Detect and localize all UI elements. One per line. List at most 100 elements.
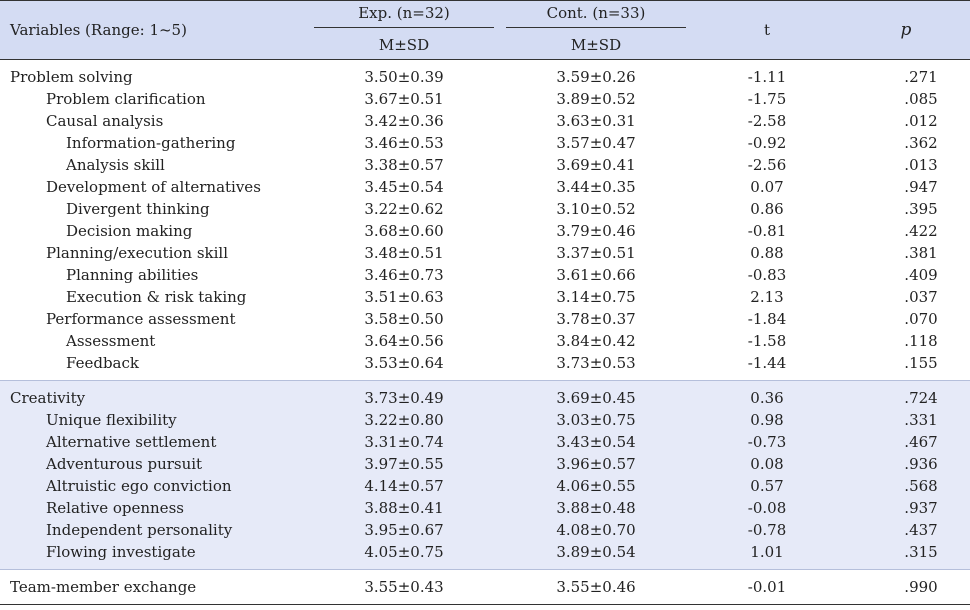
p-value: .070 <box>904 310 938 328</box>
t-value: 0.88 <box>750 244 784 262</box>
cont-value: 3.43±0.54 <box>556 433 636 451</box>
variable-name: Analysis skill <box>66 156 165 174</box>
t-value: 0.98 <box>750 411 784 429</box>
problem-solving-section: Problem solving 3.50±0.39 3.59±0.26 -1.11 .2… <box>0 60 970 381</box>
t-value: 0.57 <box>750 477 784 495</box>
exp-value: 3.22±0.62 <box>364 200 444 218</box>
team-member-section: Team-member exchange 3.55±0.43 3.55±0.46 -0… <box>0 569 970 605</box>
variable-name: Performance assessment <box>46 310 236 328</box>
exp-value: 4.05±0.75 <box>364 543 444 561</box>
table-row: Independent personality 3.95±0.67 4.08±0.7… <box>0 519 970 541</box>
p-value: .362 <box>904 134 938 152</box>
table-row: Assessment 3.64±0.56 3.84±0.42 -1.58 .118 <box>0 330 970 352</box>
p-value: .037 <box>904 288 938 306</box>
cont-value: 3.78±0.37 <box>556 310 636 328</box>
variable-name: Independent personality <box>46 521 233 539</box>
t-value: -0.83 <box>747 266 787 284</box>
table-row: Alternative settlement 3.31±0.74 3.43±0.54… <box>0 431 970 453</box>
cont-value: 3.89±0.52 <box>556 90 636 108</box>
t-value: 0.86 <box>750 200 784 218</box>
p-value: .331 <box>904 411 938 429</box>
variable-name: Information-gathering <box>66 134 236 152</box>
cont-value: 3.73±0.53 <box>556 354 636 372</box>
t-value: -1.58 <box>747 332 787 350</box>
exp-value: 3.46±0.73 <box>364 266 444 284</box>
p-value: .271 <box>904 68 938 86</box>
t-value: -0.01 <box>747 578 787 596</box>
table-row: Adventurous pursuit 3.97±0.55 3.96±0.57 0.0… <box>0 453 970 475</box>
variable-name: Planning abilities <box>66 266 199 284</box>
exp-value: 3.97±0.55 <box>364 455 444 473</box>
t-value: -0.92 <box>747 134 787 152</box>
variable-name: Altruistic ego conviction <box>46 477 232 495</box>
table-row: Analysis skill 3.38±0.57 3.69±0.41 -2.56 .01… <box>0 154 970 176</box>
table-row: Creativity 3.73±0.49 3.69±0.45 0.36 .724 <box>0 387 970 409</box>
exp-value: 3.53±0.64 <box>364 354 444 372</box>
exp-value: 3.22±0.80 <box>364 411 444 429</box>
variable-name: Problem solving <box>10 68 133 86</box>
variable-name: Planning/execution skill <box>46 244 229 262</box>
table-row: Causal analysis 3.42±0.36 3.63±0.31 -2.58 .0… <box>0 110 970 132</box>
cont-value: 3.57±0.47 <box>556 134 636 152</box>
cont-value: 3.69±0.45 <box>556 389 636 407</box>
table-row: Performance assessment 3.58±0.50 3.78±0.37… <box>0 308 970 330</box>
p-value: .155 <box>904 354 938 372</box>
creativity-section: Creativity 3.73±0.49 3.69±0.45 0.36 .724 Uniq… <box>0 380 970 570</box>
exp-value: 3.38±0.57 <box>364 156 444 174</box>
p-value: .118 <box>904 332 938 350</box>
exp-value: 3.67±0.51 <box>364 90 444 108</box>
t-value: 0.36 <box>750 389 784 407</box>
cont-group-header: Cont. (n=33) <box>500 1 692 32</box>
variable-name: Divergent thinking <box>66 200 210 218</box>
exp-value: 3.68±0.60 <box>364 222 444 240</box>
cont-msd-header: M±SD <box>570 36 622 54</box>
exp-value: 3.48±0.51 <box>364 244 444 262</box>
cont-value: 3.89±0.54 <box>556 543 636 561</box>
p-value: .947 <box>904 178 938 196</box>
cont-value: 3.10±0.52 <box>556 200 636 218</box>
cont-value: 3.14±0.75 <box>556 288 636 306</box>
t-value: 2.13 <box>750 288 784 306</box>
p-header: p <box>900 20 912 40</box>
table-row: Information-gathering 3.46±0.53 3.57±0.47 -… <box>0 132 970 154</box>
table-row: Planning/execution skill 3.48±0.51 3.37±0.… <box>0 242 970 264</box>
cont-value: 4.06±0.55 <box>556 477 636 495</box>
p-value: .381 <box>904 244 938 262</box>
variable-name: Decision making <box>66 222 193 240</box>
p-value: .409 <box>904 266 938 284</box>
variable-name: Feedback <box>66 354 139 372</box>
p-value: .724 <box>904 389 938 407</box>
p-value: .012 <box>904 112 938 130</box>
t-value: 0.07 <box>750 178 784 196</box>
variable-name: Alternative settlement <box>46 433 217 451</box>
table-row: Divergent thinking 3.22±0.62 3.10±0.52 0.86… <box>0 198 970 220</box>
exp-value: 3.42±0.36 <box>364 112 444 130</box>
exp-value: 3.95±0.67 <box>364 521 444 539</box>
variable-name: Development of alternatives <box>46 178 261 196</box>
table-row: Problem clarification 3.67±0.51 3.89±0.52 -… <box>0 88 970 110</box>
p-value: .085 <box>904 90 938 108</box>
cont-value: 3.03±0.75 <box>556 411 636 429</box>
cont-value: 3.55±0.46 <box>556 578 636 596</box>
exp-value: 3.88±0.41 <box>364 499 444 517</box>
table-row: Planning abilities 3.46±0.73 3.61±0.66 -0.8… <box>0 264 970 286</box>
exp-msd-header: M±SD <box>378 36 430 54</box>
table-row: Decision making 3.68±0.60 3.79±0.46 -0.81 .4… <box>0 220 970 242</box>
p-value: .013 <box>904 156 938 174</box>
p-value: .467 <box>904 433 938 451</box>
variable-name: Relative openness <box>46 499 184 517</box>
t-value: -1.11 <box>747 68 787 86</box>
t-value: 0.08 <box>750 455 784 473</box>
table-row: Execution & risk taking 3.51±0.63 3.14±0.7… <box>0 286 970 308</box>
exp-value: 3.58±0.50 <box>364 310 444 328</box>
variable-name: Unique flexibility <box>46 411 177 429</box>
table-row: Relative openness 3.88±0.41 3.88±0.48 -0.08… <box>0 497 970 519</box>
table-row: Unique flexibility 3.22±0.80 3.03±0.75 0.98… <box>0 409 970 431</box>
t-value: -2.58 <box>747 112 787 130</box>
cont-value: 3.88±0.48 <box>556 499 636 517</box>
cont-value: 3.61±0.66 <box>556 266 636 284</box>
variable-name: Adventurous pursuit <box>46 455 203 473</box>
exp-value: 3.73±0.49 <box>364 389 444 407</box>
t-value: -0.78 <box>747 521 787 539</box>
section-spacer <box>0 598 970 605</box>
